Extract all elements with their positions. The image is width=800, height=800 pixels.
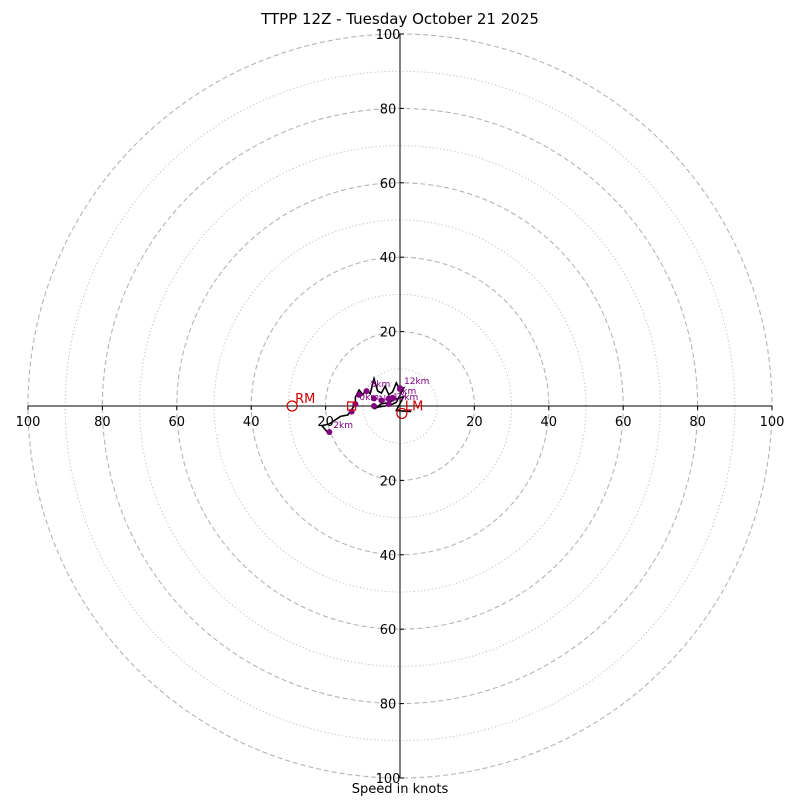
height-marker-label: 2km — [333, 421, 353, 431]
height-marker — [326, 429, 333, 436]
height-marker — [370, 403, 377, 409]
height-marker — [363, 388, 370, 395]
x-tick-label: 40 — [243, 415, 260, 430]
height-marker — [389, 394, 396, 401]
height-marker-label: 0km — [359, 393, 379, 403]
y-tick-label: 60 — [380, 623, 397, 638]
x-tick-label: 60 — [169, 415, 186, 430]
y-tick-label: 100 — [376, 28, 401, 43]
x-tick-label: 100 — [760, 415, 785, 430]
x-tick-label: 60 — [615, 415, 632, 430]
storm-motion-markers: RM LM — [286, 392, 423, 420]
height-marker — [370, 395, 377, 402]
height-marker — [356, 391, 363, 398]
chart-title: TTPP 12Z - Tuesday October 21 2025 — [261, 10, 539, 28]
height-marker — [397, 385, 403, 392]
y-tick-label: 80 — [380, 102, 397, 117]
y-tick-label: 20 — [380, 326, 397, 341]
x-tick-label: 100 — [16, 415, 41, 430]
tick-labels: 1001008080606040402020202040406060808010… — [16, 28, 785, 787]
y-tick-label: 40 — [380, 251, 397, 266]
axes — [28, 34, 772, 778]
height-marker-label: 1km — [378, 395, 398, 405]
height-marker-label: 12km — [404, 377, 429, 387]
y-tick-label: 60 — [380, 177, 397, 192]
height-marker-label: 8km — [371, 380, 391, 390]
storm-motion-marker-rm — [286, 400, 298, 412]
height-marker — [385, 401, 392, 408]
storm-motion-marker-lm — [396, 407, 408, 420]
y-tick-label: 100 — [376, 772, 401, 787]
y-tick-label: 40 — [380, 549, 397, 564]
mean-wind-marker — [347, 401, 357, 411]
x-tick-label: 20 — [466, 415, 483, 430]
y-tick-label: 20 — [380, 474, 397, 489]
storm-motion-label-rm: RM — [295, 392, 315, 407]
x-tick-label: 80 — [689, 415, 706, 430]
storm-motion-label-lm: LM — [405, 399, 423, 414]
x-tick-label: 40 — [541, 415, 558, 430]
x-tick-label: 80 — [94, 415, 111, 430]
height-marker — [378, 397, 385, 404]
height-marker-label: 9km — [397, 387, 417, 397]
height-marker-label: 10km — [393, 393, 418, 403]
y-tick-label: 80 — [380, 698, 397, 713]
x-axis-label: Speed in knots — [351, 782, 449, 797]
